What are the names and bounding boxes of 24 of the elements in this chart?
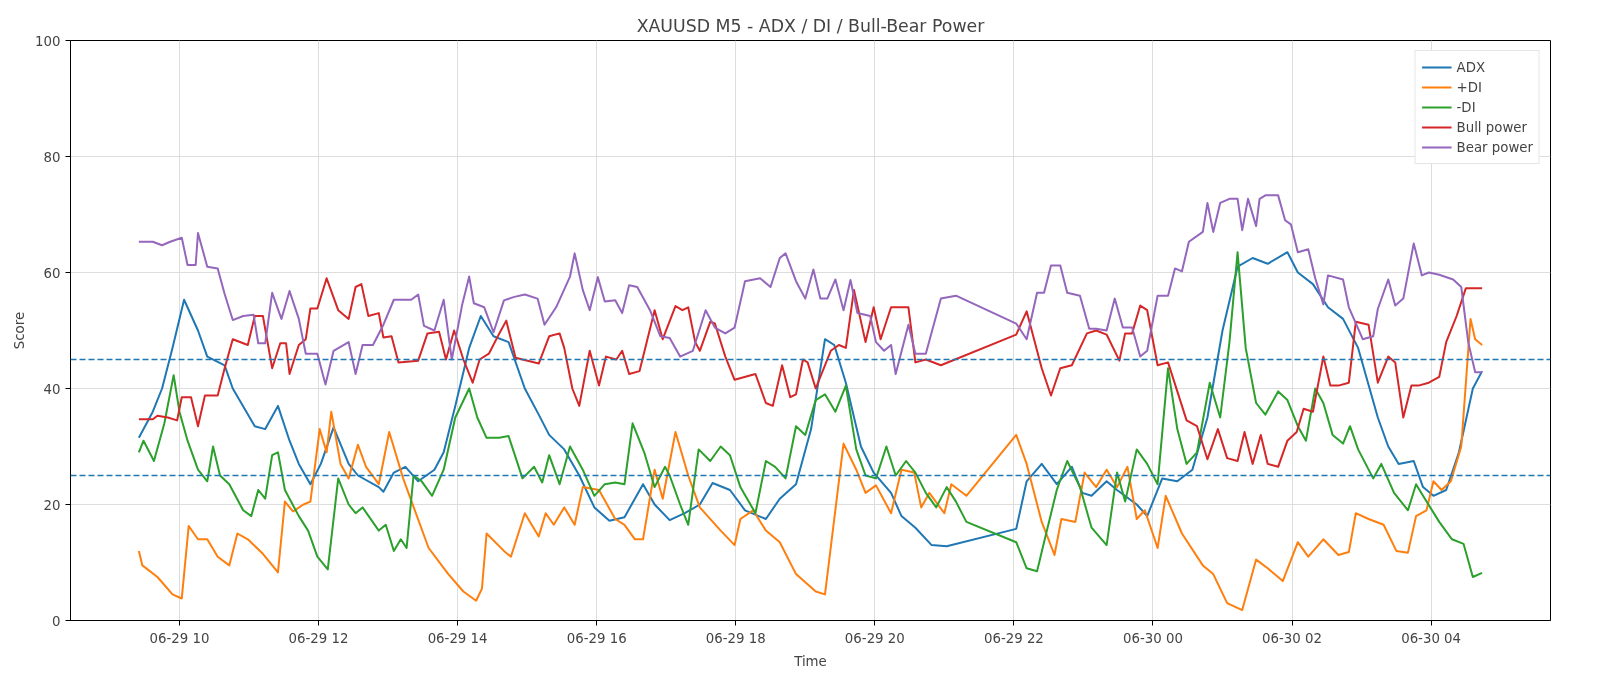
- x-axis-title: Time: [793, 653, 827, 669]
- x-tick-label: 06-29 10: [149, 630, 210, 646]
- y-tick-label: 0: [52, 613, 61, 629]
- x-tick-label: 06-29 20: [844, 630, 905, 646]
- legend-label: -DI: [1456, 99, 1477, 115]
- legend-label: +DI: [1456, 79, 1482, 95]
- y-tick-label: 20: [43, 497, 61, 513]
- x-tick-label: 06-29 22: [983, 630, 1044, 646]
- legend-label: ADX: [1456, 59, 1486, 75]
- y-tick-label: 40: [43, 381, 61, 397]
- legend-label: Bear power: [1456, 139, 1533, 155]
- x-tick-label: 06-29 16: [566, 630, 627, 646]
- y-tick-label: 100: [35, 33, 61, 49]
- y-tick-label: 60: [43, 265, 61, 281]
- y-axis-title: Score: [12, 311, 28, 350]
- x-tick-label: 06-29 14: [427, 630, 488, 646]
- chart-title: XAUUSD M5 - ADX / DI / Bull-Bear Power: [636, 15, 986, 36]
- legend-label: Bull power: [1456, 119, 1527, 135]
- x-tick-label: 06-30 00: [1123, 630, 1183, 646]
- x-tick-label: 06-29 12: [288, 630, 349, 646]
- x-tick-label: 06-29 18: [705, 630, 766, 646]
- y-tick-label: 80: [43, 149, 61, 165]
- x-tick-label: 06-30 04: [1401, 630, 1462, 646]
- x-tick-label: 06-30 02: [1262, 630, 1323, 646]
